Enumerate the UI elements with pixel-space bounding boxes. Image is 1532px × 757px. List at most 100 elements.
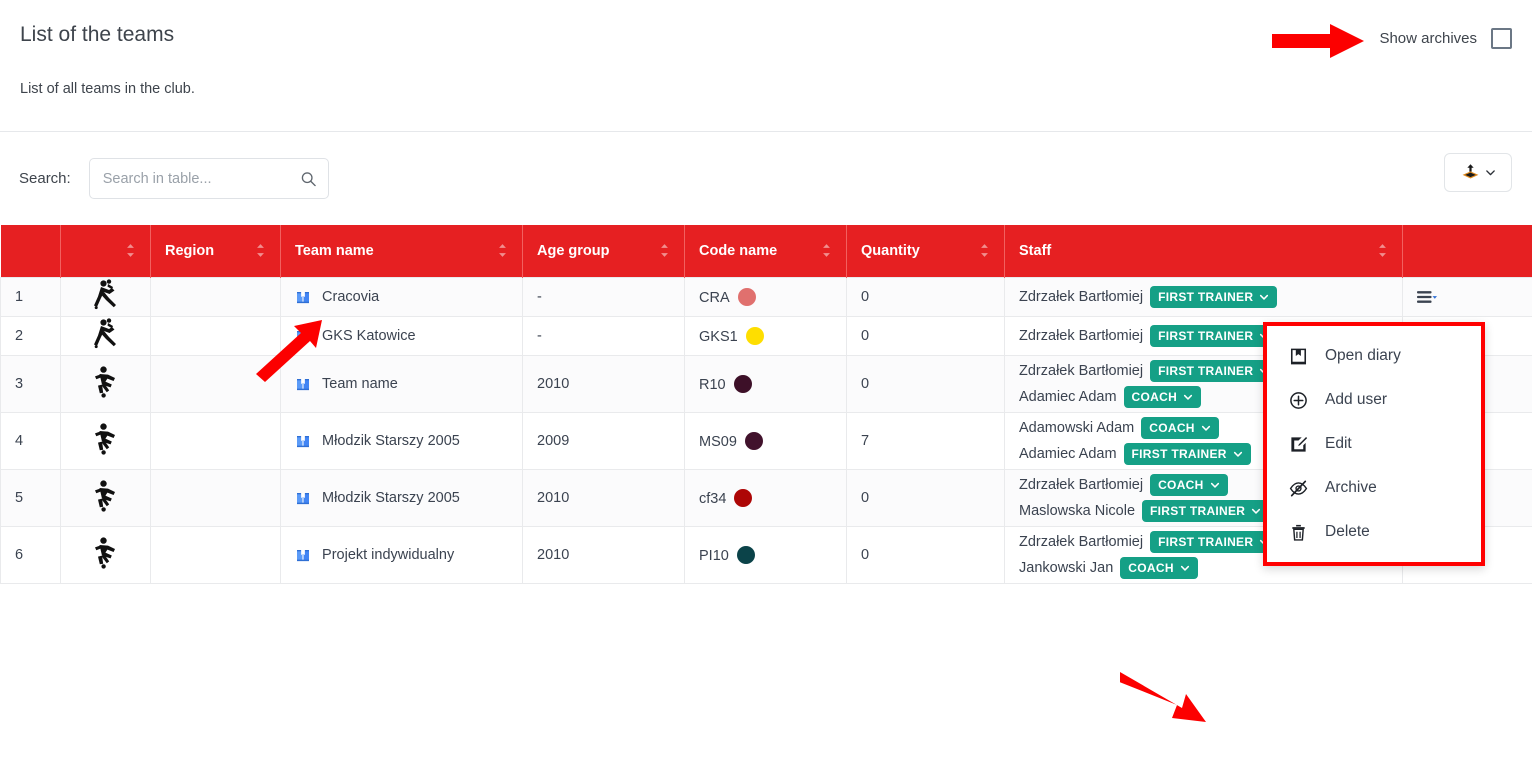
staff-role-badge[interactable]: FIRST TRAINER (1142, 499, 1270, 522)
table-row[interactable]: 4 Młodzik Starszy 2005 2009 MS09 7 Adamowski… (0, 411, 1532, 470)
code-color-dot (736, 545, 755, 564)
arrow-role-badge (1120, 672, 1206, 722)
staff-role-badge[interactable]: FIRST TRAINER (1150, 530, 1278, 553)
sort-icon[interactable] (255, 243, 266, 258)
row-staff: Zdrzałek Bartłomiej FIRST TRAINER (1004, 276, 1403, 317)
row-region (150, 276, 281, 317)
row-team-name[interactable]: Cracovia (280, 276, 523, 317)
col-region[interactable]: Region (150, 225, 281, 277)
table-row[interactable]: 1 Cracovia - CRA 0 Zdrzałek Bartłomiej FIRST … (0, 276, 1532, 317)
chevron-down-icon[interactable] (1259, 292, 1269, 302)
row-region (150, 354, 281, 413)
teams-table: Region Team name (0, 225, 1532, 584)
row-age-group: - (522, 276, 685, 317)
staff-role-badge[interactable]: COACH (1120, 556, 1198, 579)
staff-role-badge[interactable]: COACH (1141, 416, 1219, 439)
sort-icon[interactable] (821, 243, 832, 258)
book-icon (297, 435, 309, 447)
chevron-down-icon[interactable] (1210, 480, 1220, 490)
context-menu-item-add-user[interactable]: Add user (1267, 378, 1481, 422)
table-row[interactable]: 6 Projekt indywidualny 2010 PI10 0 Zdrzałek … (0, 525, 1532, 584)
context-menu-item-label: Add user (1325, 391, 1388, 408)
row-sport-icon (60, 276, 151, 317)
sort-icon[interactable] (1377, 243, 1388, 258)
row-team-name[interactable]: Projekt indywidualny (280, 525, 523, 584)
row-age-group: 2009 (522, 411, 685, 470)
search-group: Search: (19, 158, 329, 199)
staff-entry: Adamowski Adam COACH (1019, 416, 1388, 439)
staff-name: Zdrzałek Bartłomiej (1019, 288, 1144, 305)
list-menu-icon[interactable] (1417, 290, 1437, 304)
col-sport-icon[interactable] (60, 225, 151, 277)
sort-icon[interactable] (659, 243, 670, 258)
staff-role-badge[interactable]: FIRST TRAINER (1150, 324, 1278, 347)
col-age-group[interactable]: Age group (522, 225, 685, 277)
col-region-label: Region (165, 242, 215, 259)
row-code-name: PI10 (684, 525, 847, 584)
search-field[interactable] (88, 158, 329, 199)
chevron-down-icon[interactable] (1183, 392, 1193, 402)
staff-role-badge[interactable]: FIRST TRAINER (1150, 285, 1278, 308)
col-staff[interactable]: Staff (1004, 225, 1403, 277)
row-team-name[interactable]: Młodzik Starszy 2005 (280, 468, 523, 527)
context-menu-item-label: Delete (1325, 523, 1370, 540)
staff-name: Adamiec Adam (1019, 388, 1117, 405)
table-row[interactable]: 5 Młodzik Starszy 2005 2010 cf34 0 Zdrzałek … (0, 468, 1532, 527)
sort-icon[interactable] (979, 243, 990, 258)
search-input[interactable] (89, 159, 328, 198)
row-quantity: 0 (846, 468, 1005, 527)
show-archives-label: Show archives (1379, 30, 1477, 47)
staff-entry: Zdrzałek Bartłomiej FIRST TRAINER (1019, 359, 1388, 382)
row-code-name: CRA (684, 276, 847, 317)
chevron-down-icon[interactable] (1233, 449, 1243, 459)
code-color-dot (737, 287, 756, 306)
row-team-name[interactable]: Młodzik Starszy 2005 (280, 411, 523, 470)
chevron-down-icon[interactable] (1201, 423, 1211, 433)
col-actions (1402, 225, 1532, 277)
row-quantity: 7 (846, 411, 1005, 470)
staff-entry: Jankowski Jan COACH (1019, 556, 1388, 579)
staff-name: Adamiec Adam (1019, 445, 1117, 462)
col-quantity[interactable]: Quantity (846, 225, 1005, 277)
table-row[interactable]: 3 Team name 2010 R10 0 Zdrzałek Bartłomiej FI… (0, 354, 1532, 413)
show-archives-checkbox[interactable] (1491, 28, 1512, 49)
staff-entry: Zdrzałek Bartłomiej FIRST TRAINER (1019, 324, 1388, 347)
export-button[interactable] (1444, 153, 1512, 192)
page-title: List of the teams (20, 23, 175, 46)
row-actions-button[interactable] (1417, 290, 1518, 304)
table-toolbar: Search: (0, 131, 1532, 225)
staff-role-badge[interactable]: COACH (1150, 473, 1228, 496)
col-code-name-label: Code name (699, 242, 778, 259)
col-team-name[interactable]: Team name (280, 225, 523, 277)
row-actions[interactable] (1402, 276, 1532, 317)
staff-role-badge[interactable]: FIRST TRAINER (1123, 442, 1251, 465)
row-code-name: cf34 (684, 468, 847, 527)
row-context-menu[interactable]: Open diary Add user Edit Archive Delete (1263, 322, 1485, 566)
row-age-group: - (522, 315, 685, 356)
context-menu-item-delete[interactable]: Delete (1267, 510, 1481, 554)
context-menu-item-open-diary[interactable]: Open diary (1267, 334, 1481, 378)
row-index: 5 (0, 468, 61, 527)
row-team-name[interactable]: GKS Katowice (280, 315, 523, 356)
staff-role-badge[interactable]: FIRST TRAINER (1150, 359, 1278, 382)
context-menu-item-archive[interactable]: Archive (1267, 466, 1481, 510)
plus-circle-icon (1290, 391, 1307, 409)
search-label: Search: (19, 170, 71, 187)
header-divider (0, 131, 1532, 132)
col-code-name[interactable]: Code name (684, 225, 847, 277)
eye-slash-icon (1289, 480, 1308, 496)
row-team-name[interactable]: Team name (280, 354, 523, 413)
context-menu-item-label: Edit (1325, 435, 1352, 452)
sort-icon[interactable] (497, 243, 508, 258)
staff-role-badge[interactable]: COACH (1123, 385, 1202, 408)
chevron-down-icon[interactable] (1180, 563, 1190, 573)
show-archives-control[interactable]: Show archives (1379, 28, 1512, 49)
table-row[interactable]: 2 GKS Katowice - GKS1 0 Zdrzałek Bartłomiej F… (0, 315, 1532, 356)
row-quantity: 0 (846, 315, 1005, 356)
row-age-group: 2010 (522, 525, 685, 584)
sort-icon[interactable] (125, 243, 136, 258)
context-menu-item-edit[interactable]: Edit (1267, 422, 1481, 466)
staff-entry: Zdrzałek Bartłomiej FIRST TRAINER (1019, 285, 1388, 308)
col-quantity-label: Quantity (861, 242, 920, 259)
chevron-down-icon[interactable] (1251, 506, 1261, 516)
